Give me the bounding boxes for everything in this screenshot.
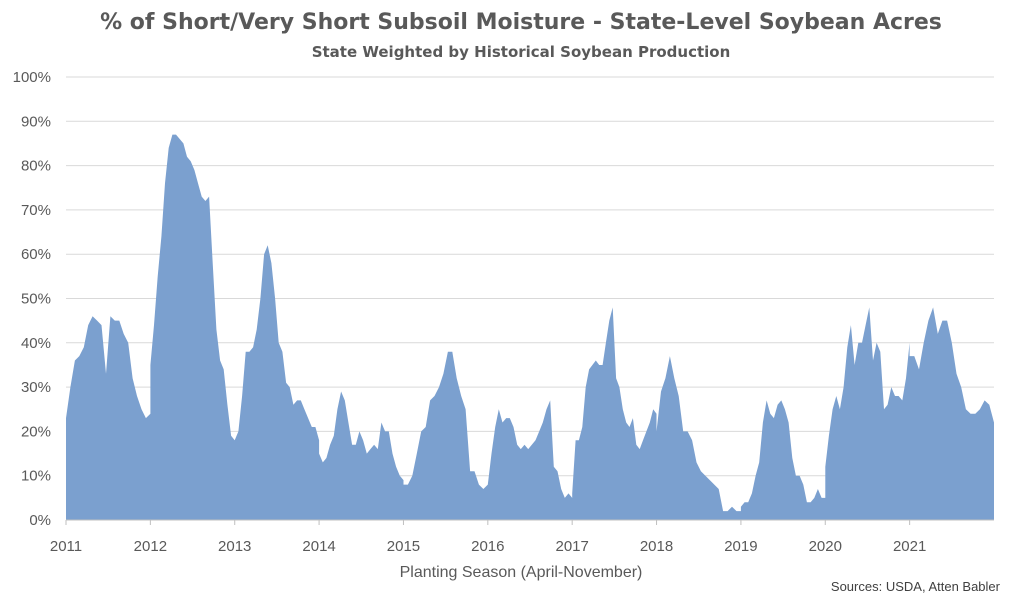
y-tick-label: 30%	[21, 379, 51, 396]
x-tick-label: 2018	[640, 538, 673, 555]
y-tick-label: 20%	[21, 423, 51, 440]
x-tick-label: 2017	[555, 538, 588, 555]
series-area	[66, 134, 994, 520]
y-tick-label: 40%	[21, 335, 51, 352]
chart-subtitle: State Weighted by Historical Soybean Pro…	[312, 43, 731, 61]
y-tick-label: 90%	[21, 113, 51, 130]
x-axis-ticks: 2011 2012 2013 2014 2015 2016 2017 2018 2019 2020…	[50, 520, 926, 555]
x-tick-label: 2012	[134, 538, 167, 555]
x-tick-label: 2015	[387, 538, 420, 555]
x-tick-label: 2016	[471, 538, 504, 555]
y-tick-label: 100%	[13, 69, 51, 86]
x-tick-label: 2019	[724, 538, 757, 555]
chart-title: % of Short/Very Short Subsoil Moisture -…	[100, 10, 942, 35]
source-note: Sources: USDA, Atten Babler	[831, 579, 1001, 594]
x-tick-label: 2014	[302, 538, 335, 555]
y-tick-label: 80%	[21, 158, 51, 175]
x-tick-label: 2011	[50, 538, 82, 555]
x-tick-label: 2020	[809, 538, 842, 555]
x-tick-label: 2021	[893, 538, 926, 555]
y-tick-label: 0%	[29, 512, 51, 529]
plot-area	[66, 134, 994, 520]
y-tick-label: 70%	[21, 202, 51, 219]
y-tick-label: 50%	[21, 291, 51, 308]
y-axis-ticks: 0% 10% 20% 30% 40% 50% 60% 70% 80% 90% 100%	[13, 69, 51, 529]
x-axis-label: Planting Season (April-November)	[400, 564, 643, 581]
x-tick-label: 2013	[218, 538, 251, 555]
y-tick-label: 60%	[21, 246, 51, 263]
y-tick-label: 10%	[21, 468, 51, 485]
